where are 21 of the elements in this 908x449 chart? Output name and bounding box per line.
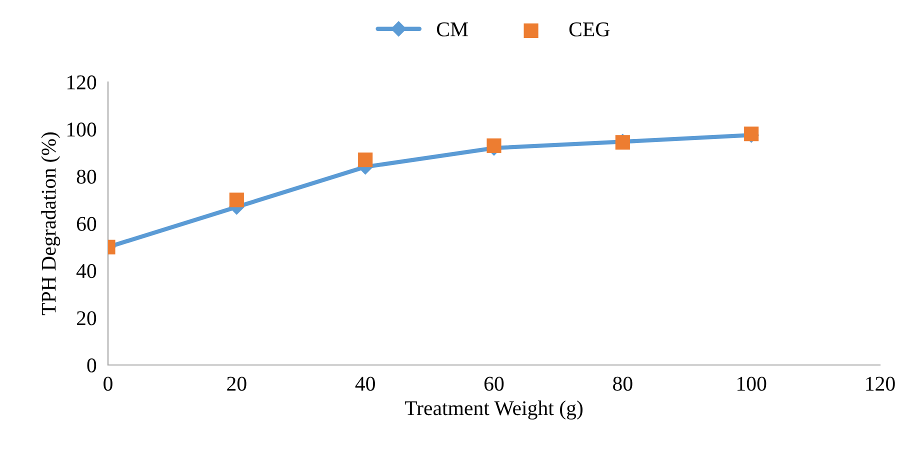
x-tick-label: 0	[104, 376, 112, 391]
legend-label: CEG	[569, 22, 610, 36]
y-tick-label: 60	[76, 216, 96, 231]
x-tick-label: 120	[866, 376, 895, 391]
y-tick-label: 20	[76, 311, 96, 326]
legend-label: CM	[436, 22, 468, 36]
point	[358, 152, 373, 168]
x-tick-label: 20	[227, 376, 246, 391]
y-tick-label: 0	[87, 358, 96, 372]
x-axis-title: Treatment Weight (g)	[404, 400, 583, 420]
x-tick-label: 60	[484, 376, 504, 391]
y-tick-label: 120	[67, 75, 96, 90]
y-axis-title: TPH Degradation (%)	[41, 132, 60, 316]
y-tick-label: 40	[76, 264, 96, 278]
y-tick-label: 100	[67, 122, 96, 137]
x-tick-label: 100	[738, 376, 766, 391]
x-tick-label: 80	[613, 376, 632, 391]
point	[229, 192, 244, 208]
y-tick-label: 80	[76, 170, 96, 184]
point	[486, 138, 502, 153]
x-tick-label: 40	[355, 376, 375, 391]
